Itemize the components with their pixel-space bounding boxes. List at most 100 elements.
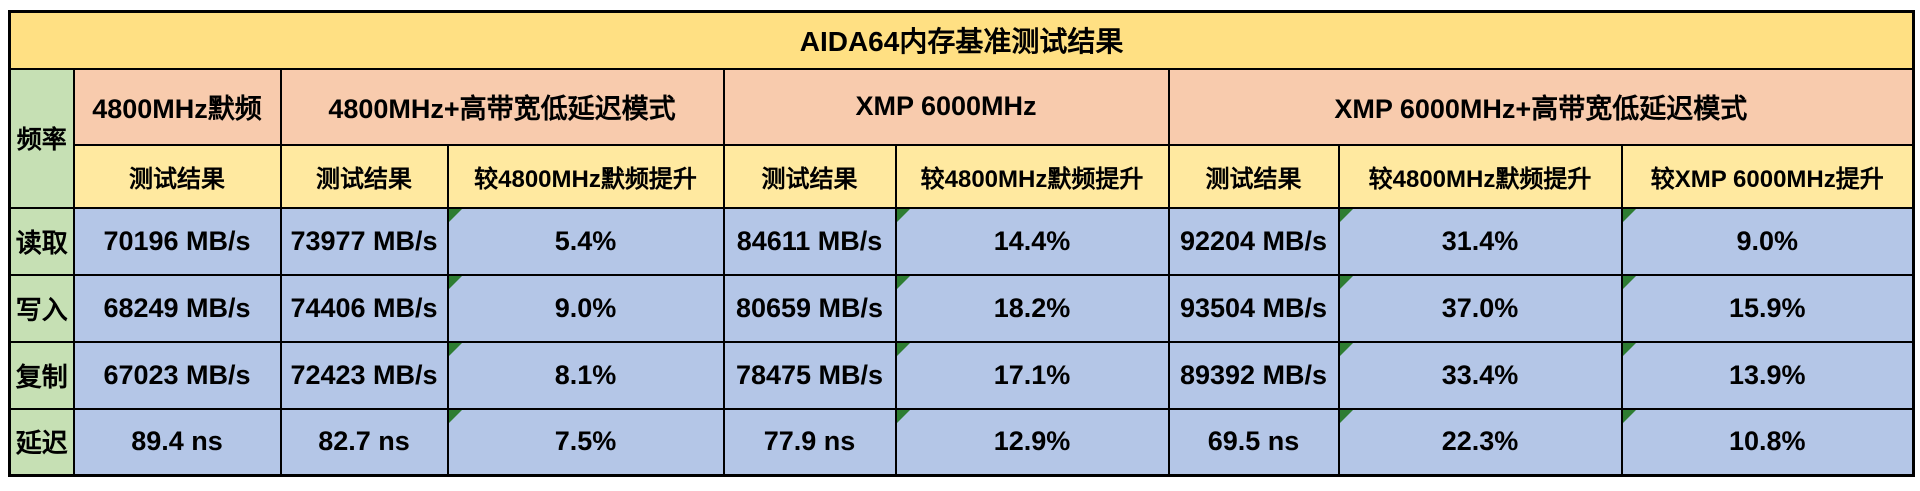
percent-cell: 18.2% <box>894 273 1170 343</box>
percent-cell: 12.9% <box>894 407 1170 477</box>
cell-value: 37.0% <box>1441 292 1519 323</box>
percent-cell: 37.0% <box>1337 273 1623 343</box>
result-cell: 70196 MB/s <box>72 206 282 276</box>
cell-value: 89392 MB/s <box>1179 359 1328 390</box>
group-header-xmp6000-tuned: XMP 6000MHz+高带宽低延迟模式 <box>1167 67 1915 146</box>
percent-cell: 7.5% <box>446 407 725 477</box>
cell-value: 17.1% <box>993 359 1071 390</box>
flag-triangle-icon <box>1340 410 1353 423</box>
flag-triangle-icon <box>449 276 462 289</box>
result-cell: 68249 MB/s <box>72 273 282 343</box>
flag-triangle-icon <box>449 209 462 222</box>
cell-value: 92204 MB/s <box>1179 225 1328 256</box>
percent-cell: 22.3% <box>1337 407 1623 477</box>
percent-cell: 15.9% <box>1620 273 1915 343</box>
cell-value: 22.3% <box>1441 426 1519 457</box>
cell-value: 74406 MB/s <box>290 292 438 323</box>
row-label-write: 写入 <box>8 273 75 343</box>
cell-value: 15.9% <box>1729 292 1806 323</box>
row-label-latency: 延迟 <box>8 407 75 477</box>
flag-triangle-icon <box>897 209 910 222</box>
flag-triangle-icon <box>1340 276 1353 289</box>
flag-triangle-icon <box>1340 209 1353 222</box>
percent-cell: 8.1% <box>446 340 725 410</box>
percent-cell: 31.4% <box>1337 206 1623 276</box>
cell-value: 78475 MB/s <box>735 359 884 390</box>
table-title: AIDA64内存基准测试结果 <box>8 10 1915 70</box>
subheader-uplift-vs4800-2: 较4800MHz默频提升 <box>894 143 1170 209</box>
subheader-uplift-vsxmp: 较XMP 6000MHz提升 <box>1620 143 1915 209</box>
result-cell: 74406 MB/s <box>279 273 449 343</box>
frequency-header: 频率 <box>8 67 75 209</box>
result-cell: 92204 MB/s <box>1167 206 1340 276</box>
subheader-uplift-vs4800-1: 较4800MHz默频提升 <box>446 143 725 209</box>
cell-value: 73977 MB/s <box>290 225 438 256</box>
result-cell: 89.4 ns <box>72 407 282 477</box>
percent-cell: 33.4% <box>1337 340 1623 410</box>
cell-value: 72423 MB/s <box>290 359 438 390</box>
result-cell: 67023 MB/s <box>72 340 282 410</box>
cell-value: 31.4% <box>1441 225 1519 256</box>
row-label-copy: 复制 <box>8 340 75 410</box>
result-cell: 69.5 ns <box>1167 407 1340 477</box>
flag-triangle-icon <box>897 276 910 289</box>
cell-value: 33.4% <box>1441 359 1519 390</box>
subheader-result-xmp-tuned: 测试结果 <box>1167 143 1340 209</box>
flag-triangle-icon <box>449 343 462 356</box>
group-header-4800-tuned: 4800MHz+高带宽低延迟模式 <box>279 67 725 146</box>
group-header-xmp6000: XMP 6000MHz <box>722 67 1170 146</box>
subheader-result-tuned4800: 测试结果 <box>279 143 449 209</box>
result-cell: 84611 MB/s <box>722 206 897 276</box>
cell-value: 67023 MB/s <box>103 359 251 390</box>
subheader-result-default: 测试结果 <box>72 143 282 209</box>
cell-value: 7.5% <box>554 426 617 457</box>
cell-value: 9.0% <box>554 292 617 323</box>
cell-value: 10.8% <box>1729 426 1806 457</box>
result-cell: 80659 MB/s <box>722 273 897 343</box>
result-cell: 72423 MB/s <box>279 340 449 410</box>
flag-triangle-icon <box>1623 343 1636 356</box>
percent-cell: 5.4% <box>446 206 725 276</box>
benchmark-table: AIDA64内存基准测试结果 频率 4800MHz默频 4800MHz+高带宽低… <box>8 10 1916 477</box>
row-label-read: 读取 <box>8 206 75 276</box>
cell-value: 80659 MB/s <box>735 292 884 323</box>
cell-value: 69.5 ns <box>1207 426 1300 457</box>
cell-value: 12.9% <box>993 426 1071 457</box>
percent-cell: 10.8% <box>1620 407 1915 477</box>
percent-cell: 9.0% <box>446 273 725 343</box>
result-cell: 78475 MB/s <box>722 340 897 410</box>
cell-value: 13.9% <box>1729 359 1806 390</box>
subheader-result-xmp: 测试结果 <box>722 143 897 209</box>
flag-triangle-icon <box>1340 343 1353 356</box>
flag-triangle-icon <box>1623 209 1636 222</box>
result-cell: 73977 MB/s <box>279 206 449 276</box>
cell-value: 89.4 ns <box>131 426 223 457</box>
flag-triangle-icon <box>1623 410 1636 423</box>
flag-triangle-icon <box>1623 276 1636 289</box>
cell-value: 14.4% <box>993 225 1071 256</box>
group-header-4800-default: 4800MHz默频 <box>72 67 282 146</box>
flag-triangle-icon <box>449 410 462 423</box>
flag-triangle-icon <box>897 343 910 356</box>
result-cell: 93504 MB/s <box>1167 273 1340 343</box>
cell-value: 84611 MB/s <box>736 225 883 256</box>
cell-value: 68249 MB/s <box>103 292 251 323</box>
percent-cell: 9.0% <box>1620 206 1915 276</box>
percent-cell: 13.9% <box>1620 340 1915 410</box>
percent-cell: 14.4% <box>894 206 1170 276</box>
subheader-uplift-vs4800-3: 较4800MHz默频提升 <box>1337 143 1623 209</box>
cell-value: 5.4% <box>554 225 617 256</box>
cell-value: 93504 MB/s <box>1179 292 1328 323</box>
result-cell: 77.9 ns <box>722 407 897 477</box>
cell-value: 82.7 ns <box>318 426 410 457</box>
flag-triangle-icon <box>897 410 910 423</box>
cell-value: 18.2% <box>993 292 1071 323</box>
result-cell: 89392 MB/s <box>1167 340 1340 410</box>
cell-value: 8.1% <box>554 359 617 390</box>
cell-value: 77.9 ns <box>763 426 856 457</box>
percent-cell: 17.1% <box>894 340 1170 410</box>
cell-value: 9.0% <box>1736 225 1799 256</box>
cell-value: 70196 MB/s <box>103 225 251 256</box>
result-cell: 82.7 ns <box>279 407 449 477</box>
